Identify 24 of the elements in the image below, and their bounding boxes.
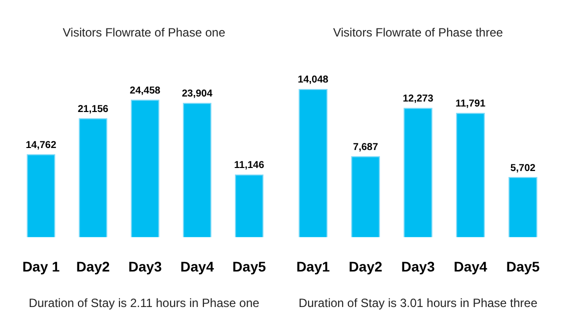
x-tick-label: Day2 xyxy=(348,258,382,274)
data-label: 14,762 xyxy=(26,140,57,151)
x-tick-label: Day3 xyxy=(401,258,435,274)
data-label: 14,048 xyxy=(298,74,329,86)
chart-title: Visitors Flowrate of Phase three xyxy=(333,26,504,40)
x-tick-label: Day 1 xyxy=(22,258,60,274)
x-tick-label: Day2 xyxy=(76,258,110,274)
data-label: 11,146 xyxy=(234,160,265,172)
x-tick-label: Day5 xyxy=(232,258,266,274)
text: Duration of Stay is 2.11 hours in Phase one xyxy=(28,296,260,310)
x-tick-label: Day5 xyxy=(506,258,540,274)
data-label: 21,156 xyxy=(78,104,109,115)
x-tick-label: Day1 xyxy=(296,258,330,274)
data-label: 11,791 xyxy=(455,98,486,110)
data-label: 12,273 xyxy=(402,93,434,104)
data-label: 5,702 xyxy=(510,162,536,174)
x-tick-label: Day4 xyxy=(454,258,488,274)
text: Duration of Stay is 3.01 hours in Phase three xyxy=(298,296,538,310)
data-label: 7,687 xyxy=(353,142,378,153)
x-tick-label: Day3 xyxy=(128,258,162,274)
x-tick-label: Day4 xyxy=(180,258,214,274)
chart-title: Visitors Flowrate of Phase one xyxy=(62,26,226,40)
data-label: 23,904 xyxy=(182,88,213,100)
data-label: 24,458 xyxy=(130,85,161,96)
